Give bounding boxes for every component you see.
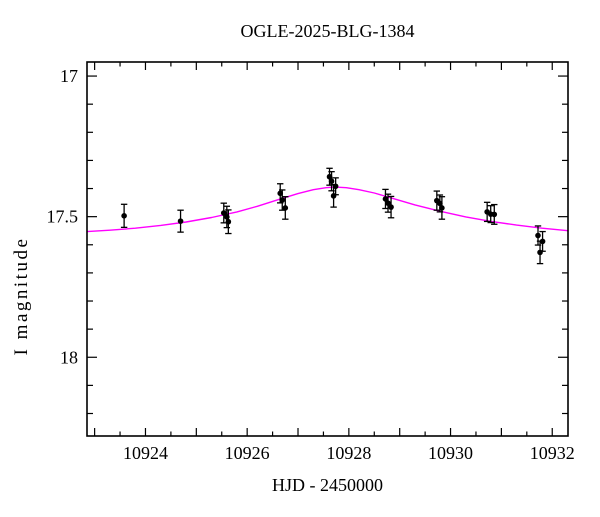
data-point [483, 201, 491, 223]
data-point [225, 209, 232, 235]
x-tick-label: 10928 [326, 443, 371, 463]
data-point [120, 203, 128, 228]
axes [86, 61, 569, 437]
x-tick-label: 10930 [428, 443, 473, 463]
data-point [330, 183, 337, 208]
chart-title: OGLE-2025-BLG-1384 [241, 21, 415, 41]
data-point [534, 225, 542, 246]
data-point [328, 171, 335, 192]
y-tick-label: 18 [60, 347, 78, 367]
y-axis-label: I magnitude [11, 237, 32, 356]
data-point [177, 209, 184, 233]
data-point [491, 203, 498, 225]
point-marker [282, 205, 289, 211]
point-marker [225, 218, 232, 225]
point-marker [328, 178, 335, 185]
point-marker [535, 232, 541, 239]
data-point [387, 195, 395, 219]
tick-labels: 10924 10926 10928 10930 10932 17 17.5 18 [47, 66, 575, 463]
data-points-group [120, 167, 546, 265]
point-marker [121, 213, 127, 219]
point-marker [279, 197, 286, 203]
point-marker [177, 218, 184, 224]
point-marker [491, 211, 498, 218]
point-marker [439, 205, 445, 211]
point-marker [385, 200, 391, 206]
x-tick-label: 10926 [225, 443, 270, 463]
data-point [487, 205, 494, 224]
data-point [384, 193, 392, 213]
x-tick-label: 10924 [123, 443, 168, 463]
data-point [438, 196, 446, 220]
y-tick-label: 17 [60, 66, 78, 86]
data-point [382, 188, 389, 210]
point-marker [388, 204, 394, 210]
x-axis-label: HJD - 2450000 [272, 475, 383, 495]
x-tick-label: 10932 [530, 443, 575, 463]
point-marker [220, 210, 227, 216]
point-marker [330, 193, 337, 199]
plot-frame [86, 61, 569, 437]
data-point [282, 196, 289, 220]
point-marker [537, 249, 543, 256]
data-point [536, 240, 544, 265]
point-marker [382, 196, 389, 202]
y-tick-label: 17.5 [47, 207, 79, 227]
